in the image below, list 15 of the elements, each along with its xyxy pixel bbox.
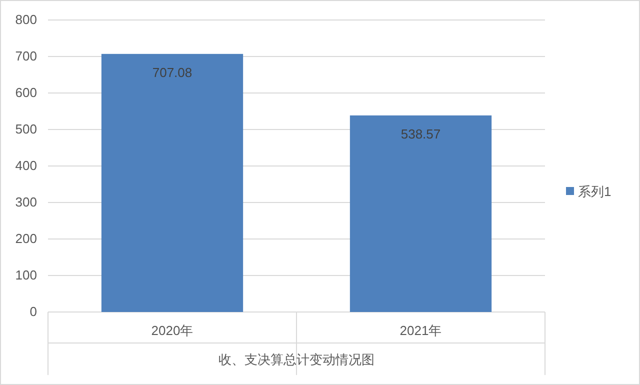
y-tick-label: 100: [15, 268, 37, 282]
y-tick-label: 600: [15, 85, 37, 100]
y-tick-label: 400: [15, 158, 37, 173]
y-tick-label: 200: [15, 231, 37, 246]
y-tick-label: 300: [15, 194, 37, 210]
x-tick-label: 2020年: [151, 323, 194, 338]
y-tick-label: 500: [15, 122, 37, 136]
y-tick-label: 700: [15, 48, 37, 64]
data-label: 538.57: [400, 126, 441, 142]
x-tick-label: 2021年: [400, 323, 442, 338]
legend-label: 系列1: [578, 184, 612, 199]
y-tick-label: 0: [30, 304, 37, 319]
y-tick-label: 800: [15, 12, 37, 27]
data-label: 707.08: [152, 64, 192, 80]
x-axis-title: 收、支决算总计变动情况图: [218, 352, 374, 367]
